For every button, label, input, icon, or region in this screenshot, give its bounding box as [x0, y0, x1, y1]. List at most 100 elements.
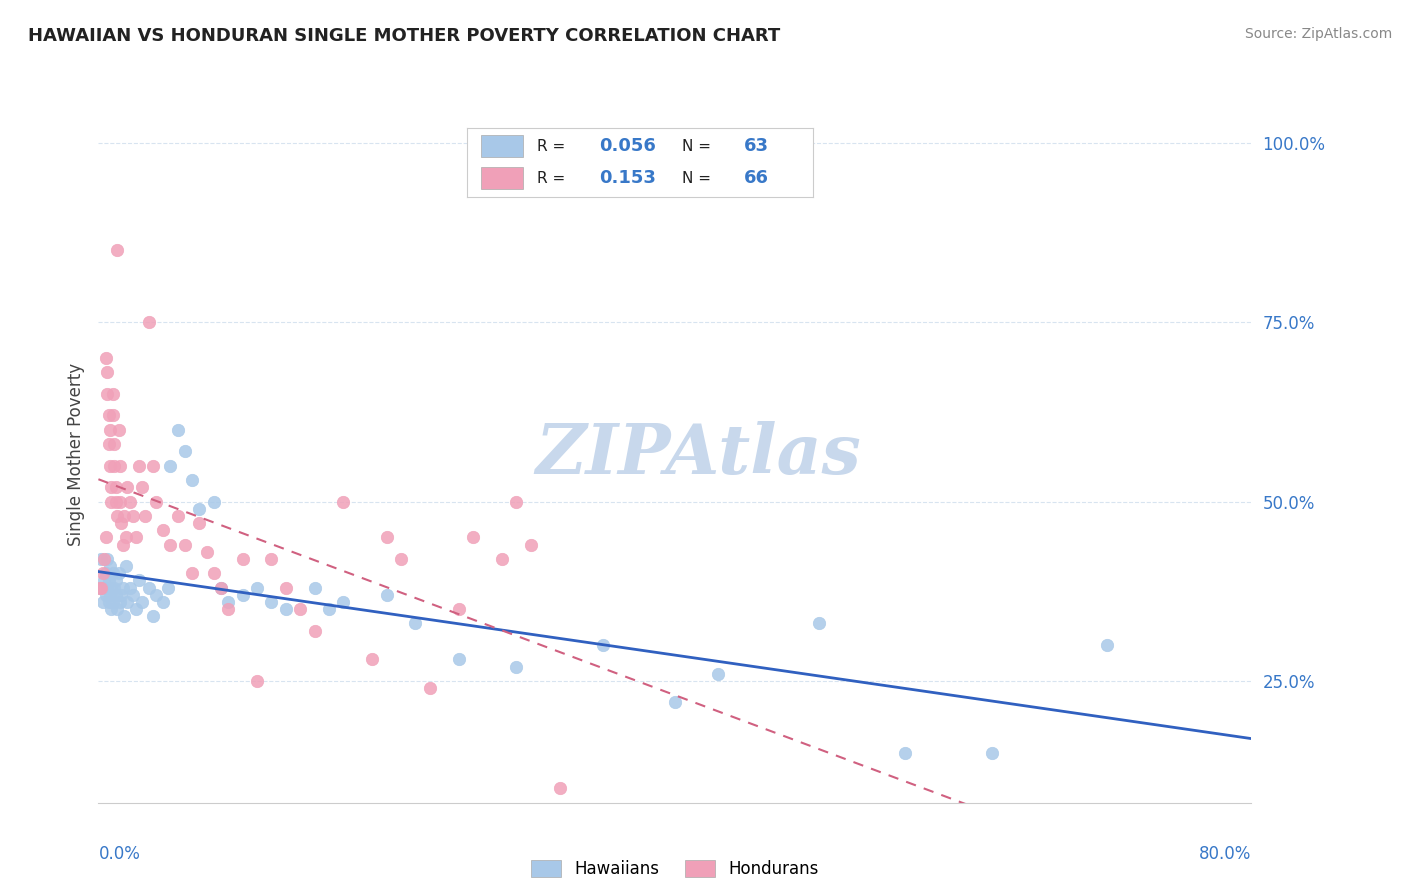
Point: [375, 530, 398, 544]
Point: [91, 595, 114, 609]
Point: [290, 602, 312, 616]
Point: [274, 602, 297, 616]
Point: [894, 746, 917, 760]
Point: [91, 566, 114, 581]
Point: [332, 595, 354, 609]
Point: [202, 566, 225, 581]
Point: [103, 458, 125, 473]
Point: [134, 508, 156, 523]
Point: [156, 581, 179, 595]
Point: [98, 588, 121, 602]
Point: [246, 581, 269, 595]
Point: [97, 409, 120, 423]
Point: [105, 602, 128, 616]
Point: [120, 494, 142, 508]
Point: [304, 624, 326, 638]
Point: [231, 552, 254, 566]
Point: [142, 458, 165, 473]
Point: [96, 387, 118, 401]
Point: [110, 516, 132, 530]
Point: [100, 602, 122, 616]
Point: [97, 574, 120, 588]
Point: [142, 609, 165, 624]
Point: [93, 552, 115, 566]
Point: [112, 508, 135, 523]
Point: [318, 602, 340, 616]
Point: [104, 574, 127, 588]
Point: [361, 652, 384, 666]
Point: [94, 530, 117, 544]
Point: [166, 508, 188, 523]
Point: [505, 494, 527, 508]
Point: [152, 595, 174, 609]
Point: [117, 480, 138, 494]
Point: [96, 366, 118, 380]
Text: ZIPAtlas: ZIPAtlas: [536, 421, 860, 489]
Point: [548, 781, 571, 796]
Point: [159, 538, 181, 552]
Point: [152, 523, 174, 537]
Point: [138, 581, 160, 595]
Point: [304, 581, 326, 595]
Point: [104, 588, 127, 602]
Point: [101, 566, 124, 581]
Point: [94, 351, 117, 365]
Point: [375, 588, 398, 602]
Point: [89, 581, 111, 595]
Point: [447, 652, 470, 666]
Point: [100, 581, 122, 595]
Point: [111, 538, 134, 552]
Point: [138, 315, 160, 329]
Point: [332, 494, 354, 508]
Point: [107, 423, 129, 437]
Point: [209, 581, 232, 595]
Point: [104, 480, 127, 494]
Point: [96, 581, 118, 595]
Point: [107, 566, 129, 581]
Point: [128, 458, 150, 473]
Point: [110, 588, 132, 602]
Point: [122, 508, 145, 523]
Point: [520, 538, 543, 552]
Point: [405, 616, 427, 631]
Point: [181, 473, 204, 487]
Point: [120, 581, 142, 595]
Point: [145, 494, 167, 508]
Point: [217, 602, 239, 616]
Text: Source: ZipAtlas.com: Source: ZipAtlas.com: [1244, 27, 1392, 41]
Point: [103, 437, 125, 451]
Point: [209, 581, 232, 595]
Point: [111, 581, 134, 595]
Point: [96, 552, 118, 566]
Point: [101, 595, 124, 609]
Point: [125, 530, 148, 544]
Point: [128, 574, 150, 588]
Point: [117, 595, 138, 609]
Point: [592, 638, 614, 652]
Point: [188, 516, 211, 530]
Point: [101, 409, 124, 423]
Point: [461, 530, 484, 544]
Point: [98, 559, 121, 574]
Legend: Hawaiians, Hondurans: Hawaiians, Hondurans: [524, 854, 825, 885]
Point: [246, 673, 269, 688]
Point: [105, 508, 128, 523]
Point: [97, 437, 120, 451]
Point: [89, 581, 111, 595]
Point: [274, 581, 297, 595]
Point: [181, 566, 204, 581]
Point: [98, 458, 121, 473]
Point: [174, 538, 197, 552]
Y-axis label: Single Mother Poverty: Single Mother Poverty: [66, 363, 84, 547]
Point: [217, 595, 239, 609]
Point: [94, 566, 117, 581]
Text: 0.0%: 0.0%: [98, 845, 141, 863]
Point: [94, 588, 117, 602]
Point: [105, 244, 128, 258]
Point: [114, 559, 136, 574]
Point: [108, 494, 131, 508]
Point: [93, 574, 115, 588]
Point: [98, 423, 121, 437]
Point: [90, 581, 112, 595]
Point: [807, 616, 830, 631]
